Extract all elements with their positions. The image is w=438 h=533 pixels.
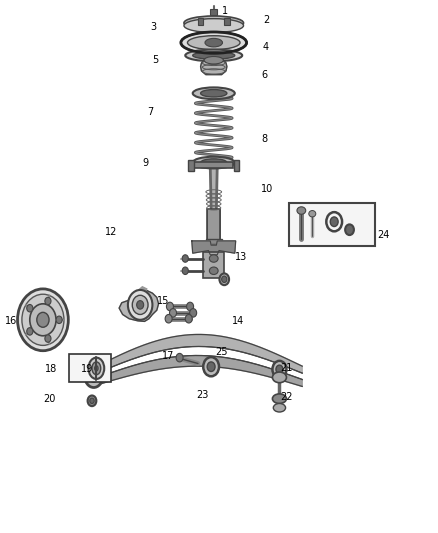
Text: 1: 1 bbox=[222, 6, 228, 15]
Ellipse shape bbox=[187, 36, 240, 50]
Ellipse shape bbox=[85, 366, 102, 387]
Ellipse shape bbox=[190, 309, 197, 317]
Ellipse shape bbox=[18, 289, 68, 351]
Ellipse shape bbox=[92, 375, 95, 379]
Bar bbox=[203, 252, 224, 278]
Polygon shape bbox=[92, 346, 302, 379]
Ellipse shape bbox=[205, 38, 223, 47]
Ellipse shape bbox=[222, 276, 227, 282]
Text: 9: 9 bbox=[142, 158, 148, 167]
Ellipse shape bbox=[128, 290, 152, 320]
Ellipse shape bbox=[193, 87, 235, 99]
Polygon shape bbox=[92, 356, 302, 386]
Ellipse shape bbox=[89, 372, 98, 382]
Bar bbox=[206, 239, 222, 244]
Ellipse shape bbox=[166, 302, 173, 311]
Bar bbox=[210, 9, 217, 15]
Text: 16: 16 bbox=[5, 316, 18, 326]
Ellipse shape bbox=[272, 372, 286, 383]
Bar bbox=[224, 18, 230, 25]
Text: 7: 7 bbox=[147, 107, 153, 117]
Ellipse shape bbox=[309, 211, 316, 217]
Text: 15: 15 bbox=[157, 296, 169, 306]
Text: 14: 14 bbox=[232, 316, 244, 326]
Bar bbox=[69, 354, 111, 382]
Ellipse shape bbox=[95, 366, 98, 371]
Polygon shape bbox=[201, 60, 227, 75]
Text: 12: 12 bbox=[105, 227, 117, 237]
Ellipse shape bbox=[204, 56, 223, 64]
Ellipse shape bbox=[272, 361, 286, 378]
Ellipse shape bbox=[219, 273, 229, 285]
Bar bbox=[207, 209, 220, 241]
Text: 24: 24 bbox=[378, 230, 390, 239]
Ellipse shape bbox=[276, 365, 283, 374]
Ellipse shape bbox=[201, 90, 227, 97]
Ellipse shape bbox=[193, 52, 235, 59]
Ellipse shape bbox=[209, 267, 218, 274]
Ellipse shape bbox=[92, 362, 101, 375]
Text: 10: 10 bbox=[261, 184, 273, 194]
Ellipse shape bbox=[182, 255, 188, 262]
Ellipse shape bbox=[27, 304, 33, 312]
Ellipse shape bbox=[27, 328, 33, 335]
Ellipse shape bbox=[56, 316, 62, 324]
Ellipse shape bbox=[185, 50, 242, 61]
Ellipse shape bbox=[165, 314, 172, 323]
Ellipse shape bbox=[170, 309, 177, 317]
Text: 23: 23 bbox=[196, 391, 208, 400]
Ellipse shape bbox=[88, 358, 104, 379]
Ellipse shape bbox=[201, 159, 227, 166]
Text: 2: 2 bbox=[263, 15, 269, 25]
Polygon shape bbox=[136, 287, 147, 294]
Text: 21: 21 bbox=[280, 363, 293, 373]
Ellipse shape bbox=[45, 297, 51, 305]
Bar bbox=[198, 18, 203, 25]
Ellipse shape bbox=[137, 301, 144, 309]
Text: 4: 4 bbox=[263, 42, 269, 52]
Ellipse shape bbox=[37, 312, 49, 327]
Ellipse shape bbox=[176, 353, 183, 362]
Text: 20: 20 bbox=[44, 394, 56, 403]
Bar bbox=[234, 160, 239, 171]
Text: 5: 5 bbox=[152, 55, 159, 65]
Text: 8: 8 bbox=[261, 134, 267, 143]
Text: 13: 13 bbox=[235, 252, 247, 262]
Ellipse shape bbox=[90, 398, 94, 403]
Ellipse shape bbox=[88, 395, 96, 406]
Ellipse shape bbox=[297, 207, 306, 214]
Text: 22: 22 bbox=[280, 392, 293, 402]
Text: 17: 17 bbox=[162, 351, 174, 361]
Ellipse shape bbox=[132, 295, 148, 314]
Ellipse shape bbox=[207, 362, 215, 372]
Ellipse shape bbox=[209, 255, 218, 262]
Bar bbox=[188, 160, 194, 171]
Ellipse shape bbox=[272, 394, 286, 403]
Ellipse shape bbox=[185, 314, 192, 323]
Ellipse shape bbox=[273, 403, 286, 412]
Polygon shape bbox=[192, 241, 236, 255]
Ellipse shape bbox=[203, 357, 219, 376]
Bar bbox=[194, 162, 233, 168]
Ellipse shape bbox=[345, 224, 354, 235]
Ellipse shape bbox=[181, 32, 247, 53]
Ellipse shape bbox=[30, 304, 56, 336]
Text: 19: 19 bbox=[81, 364, 93, 374]
Ellipse shape bbox=[45, 335, 51, 342]
Ellipse shape bbox=[22, 294, 64, 345]
Ellipse shape bbox=[193, 157, 235, 168]
Polygon shape bbox=[92, 334, 302, 375]
Ellipse shape bbox=[187, 302, 194, 311]
Polygon shape bbox=[210, 166, 217, 208]
Text: 6: 6 bbox=[261, 70, 267, 79]
Ellipse shape bbox=[184, 19, 244, 33]
Bar bbox=[289, 203, 375, 246]
Text: 3: 3 bbox=[151, 22, 157, 31]
Text: 25: 25 bbox=[215, 347, 228, 357]
Text: 18: 18 bbox=[45, 364, 57, 374]
Ellipse shape bbox=[330, 217, 338, 227]
Ellipse shape bbox=[184, 16, 244, 30]
Polygon shape bbox=[119, 290, 159, 321]
Ellipse shape bbox=[182, 267, 188, 274]
